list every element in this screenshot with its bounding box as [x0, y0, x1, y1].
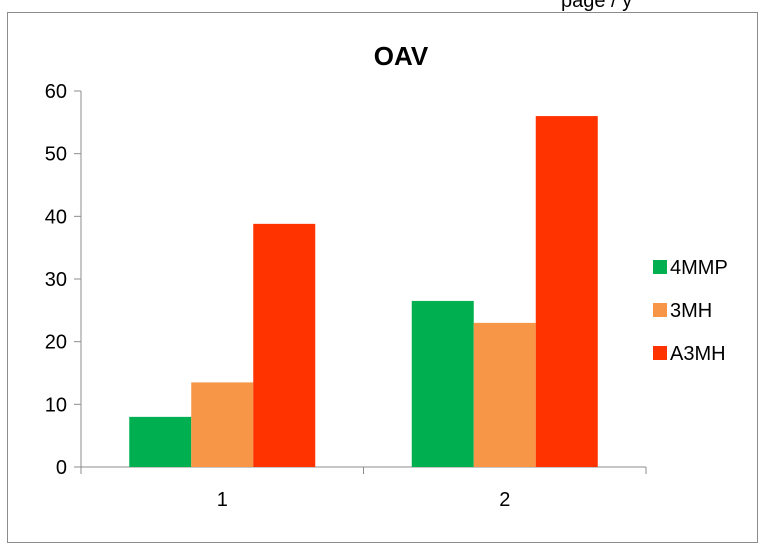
y-tick-label: 40 [45, 206, 67, 228]
chart-container: OAV 0 10 20 30 40 50 60 1 2 4MMP 3MH A3MH [7, 12, 758, 543]
legend-swatch-4mmp [653, 260, 667, 274]
bar-a3mh-cat-2 [535, 116, 598, 468]
legend-swatch-a3mh [653, 346, 667, 360]
y-tick-label: 0 [56, 457, 67, 479]
bar-3mh-cat-2 [473, 322, 536, 467]
y-tick-label: 50 [45, 144, 67, 166]
legend-label-4mmp: 4MMP [670, 257, 728, 279]
legend-label-a3mh: A3MH [670, 343, 726, 365]
bar-a3mh-cat-1 [253, 223, 316, 467]
y-tick-label: 30 [45, 269, 67, 291]
legend-swatch-3mh [653, 303, 667, 317]
y-tick-label: 20 [45, 332, 67, 354]
bar-chart: OAV 0 10 20 30 40 50 60 1 2 4MMP 3MH A3MH [45, 41, 728, 511]
legend-label-3mh: 3MH [670, 300, 712, 322]
legend: 4MMP 3MH A3MH [653, 257, 728, 365]
plot-area: 0 10 20 30 40 50 60 1 2 [45, 81, 647, 511]
y-tick-label: 10 [45, 394, 67, 416]
chart-title: OAV [374, 41, 429, 71]
x-tick-label: 1 [217, 489, 228, 511]
bar-4mmp-cat-2 [411, 300, 474, 467]
clipped-header-text: page / y [561, 0, 633, 12]
x-tick-label: 2 [499, 489, 510, 511]
y-tick-label: 60 [45, 81, 67, 103]
bar-3mh-cat-1 [191, 382, 254, 467]
bar-4mmp-cat-1 [129, 416, 192, 467]
